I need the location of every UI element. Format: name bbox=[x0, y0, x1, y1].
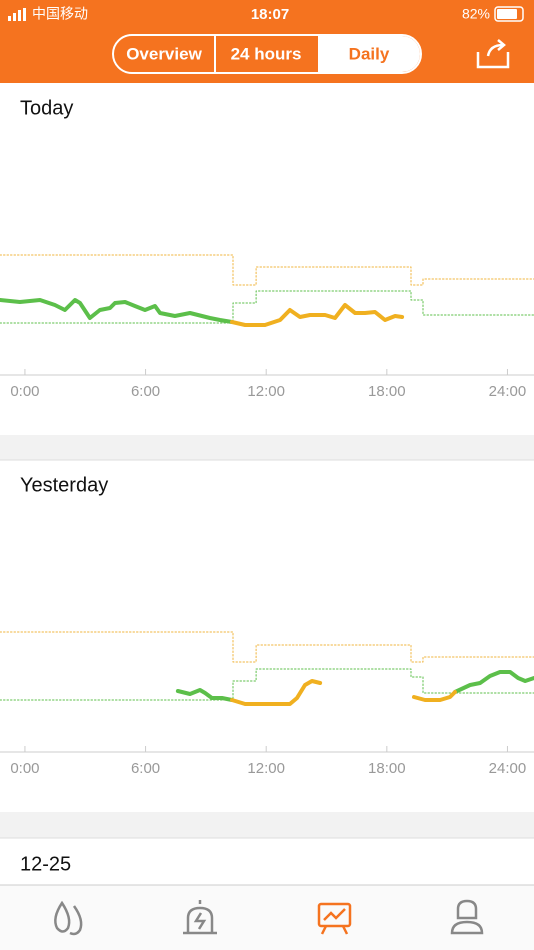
battery-level bbox=[497, 9, 517, 19]
threshold-line bbox=[0, 254, 534, 286]
data-line bbox=[0, 298, 234, 324]
section-title: 12-25 bbox=[20, 853, 71, 875]
chart-title: Yesterday bbox=[20, 474, 108, 496]
carrier: 中国移动 bbox=[32, 6, 88, 22]
signal bbox=[8, 8, 26, 21]
clock: 18:07 bbox=[251, 6, 289, 23]
x-tick-label: 0:00 bbox=[10, 760, 39, 777]
tab[interactable]: Daily bbox=[349, 44, 390, 63]
nav-alarm[interactable] bbox=[183, 900, 217, 935]
share-button[interactable] bbox=[476, 39, 510, 69]
threshold-line bbox=[0, 631, 534, 663]
tab[interactable]: 24 hours bbox=[231, 44, 302, 63]
tab-selected-bg bbox=[318, 36, 420, 72]
x-tick-label: 12:00 bbox=[247, 760, 285, 777]
tab-group bbox=[112, 34, 422, 74]
x-tick-label: 12:00 bbox=[247, 383, 285, 400]
x-tick-label: 24:00 bbox=[489, 760, 527, 777]
tab-bar bbox=[0, 885, 534, 950]
nav-drops[interactable] bbox=[54, 900, 83, 936]
tab[interactable]: Overview bbox=[126, 44, 202, 63]
nav-profile[interactable] bbox=[450, 899, 484, 935]
battery bbox=[494, 6, 524, 22]
data-line bbox=[230, 303, 405, 327]
separator bbox=[0, 435, 534, 460]
separator bbox=[0, 812, 534, 838]
x-tick-label: 6:00 bbox=[131, 760, 160, 777]
x-tick-label: 18:00 bbox=[368, 760, 406, 777]
threshold-line bbox=[0, 290, 534, 324]
threshold-line bbox=[0, 668, 534, 701]
x-tick-label: 6:00 bbox=[131, 383, 160, 400]
data-line bbox=[230, 679, 457, 706]
battery-text: 82% bbox=[462, 6, 490, 22]
data-line bbox=[175, 670, 534, 702]
x-tick-label: 18:00 bbox=[368, 383, 406, 400]
chart-title: Today bbox=[20, 97, 73, 119]
header bbox=[0, 0, 534, 83]
nav-chart[interactable] bbox=[317, 902, 352, 935]
x-tick-label: 24:00 bbox=[489, 383, 527, 400]
x-tick-label: 0:00 bbox=[10, 383, 39, 400]
